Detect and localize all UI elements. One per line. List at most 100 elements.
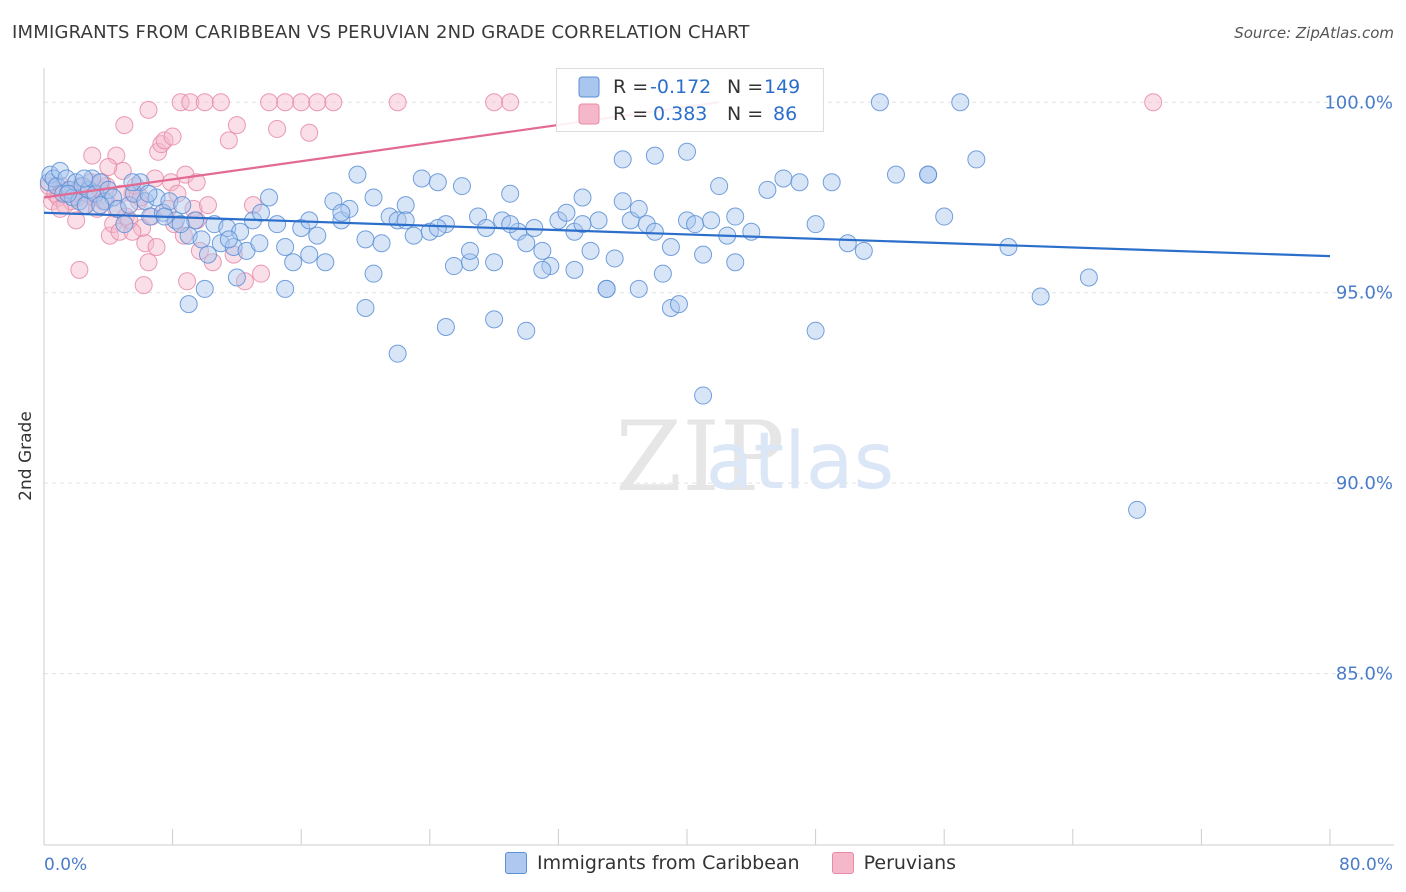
data-point xyxy=(517,234,536,253)
data-point xyxy=(694,386,713,405)
data-point xyxy=(284,253,303,272)
data-point xyxy=(179,295,198,314)
data-point xyxy=(300,211,319,230)
data-point xyxy=(999,238,1018,257)
legend-n-label-1: N = xyxy=(727,76,763,98)
data-point xyxy=(134,276,153,295)
source-label: Source: ZipAtlas.com xyxy=(1234,24,1394,42)
data-point xyxy=(252,264,271,283)
data-point xyxy=(268,215,287,234)
legend-swatch-blue xyxy=(578,76,600,98)
data-point xyxy=(308,226,327,245)
data-point xyxy=(250,234,269,253)
data-point xyxy=(173,196,192,215)
data-point xyxy=(388,93,407,112)
legend-n-label-2: N = xyxy=(727,103,763,125)
data-point xyxy=(198,245,217,264)
data-point xyxy=(1031,287,1050,306)
data-point xyxy=(396,211,415,230)
data-point xyxy=(372,234,391,253)
data-point xyxy=(75,169,94,188)
data-point xyxy=(276,279,295,298)
legend-label-caribbean: Immigrants from Caribbean xyxy=(537,852,800,874)
data-point xyxy=(678,142,696,161)
watermark-atlas: atlas xyxy=(706,417,895,507)
data-point xyxy=(139,100,158,119)
data-point xyxy=(501,215,520,234)
data-point xyxy=(653,264,672,283)
x-ticks xyxy=(43,829,1331,845)
data-point xyxy=(51,161,70,180)
data-point xyxy=(260,188,279,207)
data-point xyxy=(1079,268,1098,287)
y-axis-label: 2nd Grade xyxy=(16,411,36,501)
data-point xyxy=(428,173,447,192)
data-point xyxy=(854,241,873,260)
data-point xyxy=(629,199,648,218)
data-point xyxy=(565,260,584,279)
data-point xyxy=(227,116,246,135)
data-point xyxy=(573,215,592,234)
y-tick-label: 95.0% xyxy=(1336,283,1393,304)
data-point xyxy=(951,93,970,112)
data-point xyxy=(356,298,375,317)
data-point xyxy=(694,245,713,264)
data-point xyxy=(533,241,552,260)
x-tick-label-min: 0.0% xyxy=(44,855,87,875)
data-point xyxy=(186,211,205,230)
data-point xyxy=(136,234,155,253)
data-point xyxy=(613,150,632,169)
data-point xyxy=(460,241,479,260)
data-point xyxy=(181,93,200,112)
data-point xyxy=(501,184,520,203)
data-point xyxy=(300,123,319,142)
data-point xyxy=(308,93,327,112)
data-point xyxy=(292,93,311,112)
data-point xyxy=(710,177,729,196)
data-point xyxy=(774,169,793,188)
data-point xyxy=(163,127,182,146)
data-point xyxy=(276,93,295,112)
data-point xyxy=(198,196,217,215)
data-point xyxy=(517,321,536,340)
data-point xyxy=(613,192,632,211)
data-point xyxy=(485,310,504,329)
data-point xyxy=(870,93,889,112)
data-point xyxy=(573,188,592,207)
data-point xyxy=(219,230,238,249)
data-point xyxy=(645,146,664,165)
data-point xyxy=(388,344,407,363)
data-point xyxy=(174,226,193,245)
data-point xyxy=(364,264,383,283)
data-point xyxy=(412,169,431,188)
caribbean-points xyxy=(39,93,1147,519)
data-point xyxy=(919,165,938,184)
data-point xyxy=(557,203,576,222)
legend-n-value-2: 86 xyxy=(773,103,797,125)
data-point xyxy=(404,226,423,245)
data-point xyxy=(485,93,504,112)
data-point xyxy=(686,215,705,234)
data-point xyxy=(428,218,447,237)
data-point xyxy=(669,295,688,314)
series-legend: Immigrants from Caribbean Peruvians xyxy=(505,852,956,874)
data-point xyxy=(195,279,214,298)
data-point xyxy=(1128,500,1147,519)
data-point xyxy=(822,173,841,192)
data-point xyxy=(316,253,335,272)
data-point xyxy=(300,245,319,264)
data-point xyxy=(758,180,777,199)
x-tick-label-max: 80.0% xyxy=(1339,855,1393,875)
data-point xyxy=(629,279,648,298)
legend-swatch-caribbean xyxy=(505,852,527,874)
data-point xyxy=(589,211,608,230)
data-point xyxy=(645,222,664,241)
data-point xyxy=(661,238,680,257)
watermark-zip: ZIP xyxy=(615,401,784,513)
data-point xyxy=(525,218,544,237)
data-point xyxy=(838,234,857,253)
data-point xyxy=(485,253,504,272)
data-point xyxy=(171,93,190,112)
data-point xyxy=(436,318,455,336)
